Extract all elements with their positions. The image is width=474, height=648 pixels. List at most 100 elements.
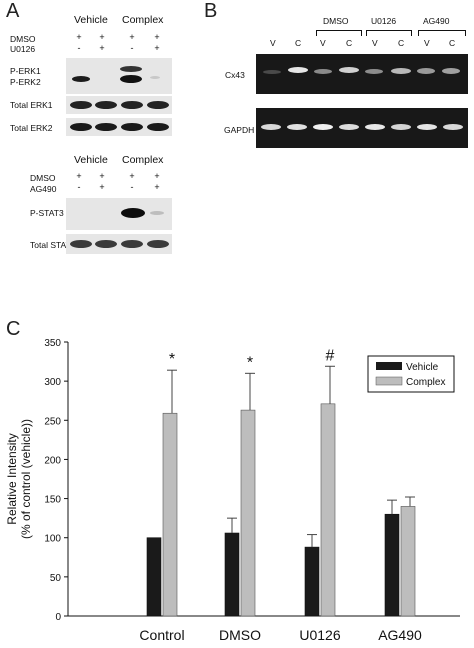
lane-label-5: V xyxy=(372,38,378,48)
group-label-vehicle-bottom: Vehicle xyxy=(74,154,108,166)
y-tick-label: 50 xyxy=(50,573,62,584)
y-tick-label: 200 xyxy=(44,455,61,466)
blot-label-p-erk1: P-ERK1 xyxy=(10,66,41,76)
sign-dmso-lane1: + xyxy=(76,32,82,42)
group-label-vehicle-top: Vehicle xyxy=(74,14,108,26)
sign-dmso-b-lane3: + xyxy=(129,171,135,181)
y-tick-label: 350 xyxy=(44,338,61,349)
gel-bracket-dmso xyxy=(316,30,362,36)
lane-label-7: V xyxy=(424,38,430,48)
blot-label-total-erk1: Total ERK1 xyxy=(10,100,53,110)
gel-bracket-u0126 xyxy=(366,30,412,36)
bar-complex xyxy=(240,409,256,617)
gel-label-gapdh: GAPDH xyxy=(224,125,255,135)
y-tick-label: 250 xyxy=(44,416,61,427)
lane-label-8: C xyxy=(449,38,456,48)
sign-dmso-b-lane2: + xyxy=(99,171,105,181)
bar-vehicle xyxy=(384,513,400,617)
y-tick-label: 0 xyxy=(55,612,61,623)
band xyxy=(95,240,117,248)
lane-label-3: V xyxy=(320,38,326,48)
gel-band xyxy=(365,124,385,130)
treatment-label-dmso-top: DMSO xyxy=(10,34,36,44)
group-label-complex-bottom: Complex xyxy=(122,154,164,166)
gel-group-ag490: AG490 xyxy=(423,16,450,26)
band xyxy=(150,211,164,215)
band xyxy=(120,75,142,83)
bar-chart: 0 50 100 150 200 250 300 350 * * # Control DMSO U01… xyxy=(5,338,460,643)
panel-c-letter: C xyxy=(6,318,21,340)
sign-dmso-b-lane4: + xyxy=(154,171,160,181)
legend: Vehicle Complex xyxy=(367,355,455,393)
gel-band xyxy=(417,68,435,74)
treatment-label-dmso-bottom: DMSO xyxy=(30,173,56,183)
bar-complex xyxy=(400,506,416,617)
sign-dmso-lane4: + xyxy=(154,32,160,42)
panel-b-letter: B xyxy=(204,0,218,22)
band xyxy=(70,240,92,248)
blot-total-erk2 xyxy=(66,118,172,136)
band xyxy=(147,101,169,109)
bar-vehicle xyxy=(304,546,320,617)
treatment-label-u0126: U0126 xyxy=(10,44,36,54)
significance-marker: * xyxy=(169,351,175,368)
y-axis-label-line2: (% of control (vehicle)) xyxy=(19,419,33,539)
significance-marker: * xyxy=(247,354,253,371)
x-tick-label: AG490 xyxy=(378,627,422,643)
gel-group-u0126: U0126 xyxy=(371,16,397,26)
treatment-label-ag490: AG490 xyxy=(30,184,57,194)
y-tick-label: 100 xyxy=(44,534,61,545)
gel-group-dmso: DMSO xyxy=(323,16,349,26)
gel-band xyxy=(443,124,463,130)
sign-ag490-lane2: + xyxy=(99,182,105,192)
gel-band xyxy=(339,67,359,73)
band xyxy=(121,123,143,131)
blot-label-total-erk2: Total ERK2 xyxy=(10,123,53,133)
gel-band xyxy=(339,124,359,130)
band xyxy=(147,240,169,248)
sign-dmso-lane2: + xyxy=(99,32,105,42)
band xyxy=(121,240,143,248)
blot-label-p-stat3: P-STAT3 xyxy=(30,208,64,218)
blot-total-stat3 xyxy=(66,234,172,254)
y-axis-label-line1: Relative Intensity xyxy=(5,433,19,524)
gel-band xyxy=(313,124,333,130)
band xyxy=(72,76,90,82)
lane-label-4: C xyxy=(346,38,353,48)
gel-band xyxy=(417,124,437,130)
band xyxy=(120,66,142,72)
gel-label-cx43: Cx43 xyxy=(225,70,245,80)
band xyxy=(150,76,160,79)
bar-vehicle xyxy=(224,532,240,617)
band xyxy=(95,123,117,131)
band xyxy=(121,101,143,109)
blot-label-total-stat3: Total STAT3 xyxy=(30,240,76,250)
gel-cx43 xyxy=(256,54,468,94)
sign-dmso-b-lane1: + xyxy=(76,171,82,181)
x-tick-label: DMSO xyxy=(219,627,261,643)
sign-ag490-lane4: + xyxy=(154,182,160,192)
gel-band xyxy=(391,68,411,74)
gel-bracket-ag490 xyxy=(418,30,466,36)
gel-band xyxy=(287,124,307,130)
y-tick-label: 300 xyxy=(44,377,61,388)
bar-complex xyxy=(162,412,178,617)
legend-swatch-complex xyxy=(375,376,403,386)
blot-p-erk xyxy=(66,58,172,94)
sign-u0126-lane1: - xyxy=(77,43,81,53)
gel-band xyxy=(261,124,281,130)
panel-a-letter: A xyxy=(6,0,20,22)
sign-u0126-lane4: + xyxy=(154,43,160,53)
blot-label-p-erk2: P-ERK2 xyxy=(10,77,41,87)
sign-u0126-lane2: + xyxy=(99,43,105,53)
significance-marker: # xyxy=(326,347,335,364)
legend-label-complex: Complex xyxy=(406,377,445,388)
sign-ag490-lane3: - xyxy=(130,182,134,192)
legend-label-vehicle: Vehicle xyxy=(406,362,439,373)
gel-band xyxy=(288,67,308,73)
x-tick-label: U0126 xyxy=(299,627,340,643)
gel-band xyxy=(314,69,332,74)
lane-label-1: V xyxy=(270,38,276,48)
gel-band xyxy=(391,124,411,130)
lane-label-2: C xyxy=(295,38,302,48)
